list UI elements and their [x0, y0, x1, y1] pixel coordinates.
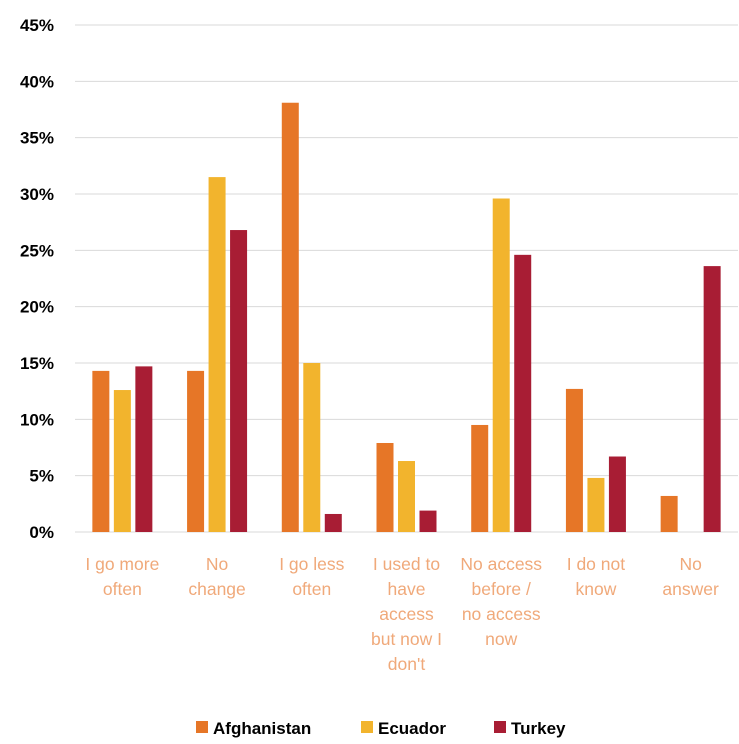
bar-turkey	[324, 513, 342, 532]
x-category-label: I do not know	[567, 554, 626, 599]
y-tick-label: 0%	[29, 523, 54, 542]
x-category-label: I used to have access but now I don't	[371, 554, 442, 674]
x-axis-labels: I go more often No change I go less often I us…	[85, 554, 719, 674]
x-category-label-line: often	[103, 579, 142, 599]
bar-afghanistan	[187, 370, 205, 532]
bar-afghanistan	[92, 370, 110, 532]
x-category-label: I go more often	[85, 554, 159, 599]
x-category-label-line: I go more	[85, 554, 159, 574]
bar-afghanistan	[660, 495, 678, 532]
bar-turkey	[703, 266, 721, 532]
legend-swatch-afghanistan	[196, 721, 208, 733]
bar-turkey	[230, 230, 248, 532]
x-category-label-line: now	[485, 629, 517, 649]
bar-afghanistan	[376, 442, 394, 532]
x-category-label-line: No	[206, 554, 228, 574]
x-category-label-line: have	[388, 579, 426, 599]
y-axis-ticks: 0% 5% 10% 15% 20% 25% 30% 35% 40% 45%	[20, 16, 54, 542]
bar-ecuador	[587, 477, 605, 532]
x-category-label-line: know	[575, 579, 616, 599]
gridlines	[75, 24, 738, 533]
bar-ecuador	[303, 363, 321, 532]
x-category-label-line: I go less	[279, 554, 344, 574]
x-category-label-line: before /	[472, 579, 531, 599]
bar-turkey	[514, 254, 532, 532]
y-tick-label: 30%	[20, 185, 54, 204]
bars	[92, 102, 721, 533]
y-tick-label: 10%	[20, 410, 54, 429]
x-category-label-line: but now I	[371, 629, 442, 649]
x-category-label: No change	[188, 554, 245, 599]
x-category-label: I go less often	[279, 554, 344, 599]
x-category-label-line: don't	[388, 654, 426, 674]
x-category-label-line: I do not	[567, 554, 626, 574]
y-tick-label: 40%	[20, 72, 54, 91]
x-category-label-line: answer	[662, 579, 719, 599]
y-tick-label: 5%	[29, 467, 54, 486]
bar-ecuador	[208, 177, 226, 532]
bar-ecuador	[113, 390, 131, 532]
bar-afghanistan	[281, 102, 299, 533]
legend-label-turkey: Turkey	[511, 719, 566, 738]
y-tick-label: 20%	[20, 298, 54, 317]
x-category-label-line: I used to	[373, 554, 440, 574]
bar-afghanistan	[471, 424, 489, 532]
legend-swatch-turkey	[494, 721, 506, 733]
x-category-label-line: change	[188, 579, 245, 599]
x-category-label-line: access	[379, 604, 434, 624]
x-category-label-line: often	[292, 579, 331, 599]
bar-ecuador	[398, 461, 415, 532]
y-tick-label: 25%	[20, 241, 54, 260]
legend-swatch-ecuador	[361, 721, 373, 733]
legend-label-ecuador: Ecuador	[378, 719, 446, 738]
y-tick-label: 45%	[20, 16, 54, 35]
bar-afghanistan	[565, 388, 583, 532]
legend-label-afghanistan: Afghanistan	[213, 719, 311, 738]
bar-ecuador	[492, 198, 510, 533]
x-category-label-line: No	[679, 554, 701, 574]
x-category-label-line: no access	[462, 604, 541, 624]
y-tick-label: 35%	[20, 129, 54, 148]
bar-turkey	[419, 510, 437, 532]
bar-turkey	[608, 456, 626, 532]
x-category-label-line: No access	[460, 554, 542, 574]
legend: Afghanistan Ecuador Turkey	[196, 719, 566, 738]
x-category-label: No access before / no access now	[460, 554, 542, 649]
y-tick-label: 15%	[20, 354, 54, 373]
bar-turkey	[135, 366, 153, 532]
x-category-label: No answer	[662, 554, 719, 599]
